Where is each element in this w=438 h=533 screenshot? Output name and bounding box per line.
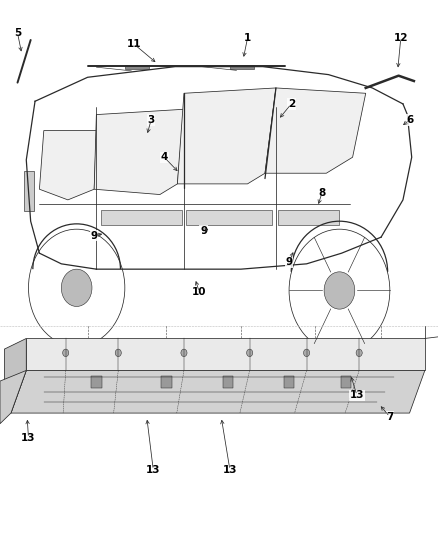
Text: 3: 3 (148, 115, 155, 125)
FancyBboxPatch shape (223, 376, 233, 388)
Text: 13: 13 (223, 465, 237, 475)
Text: 13: 13 (350, 391, 364, 400)
Text: 2: 2 (288, 99, 295, 109)
Circle shape (181, 349, 187, 357)
Polygon shape (11, 370, 425, 413)
FancyBboxPatch shape (101, 210, 182, 225)
Text: 11: 11 (126, 39, 141, 49)
Polygon shape (265, 88, 366, 173)
Text: 12: 12 (393, 34, 408, 43)
Circle shape (115, 349, 121, 357)
Polygon shape (26, 338, 425, 370)
Text: 13: 13 (146, 465, 161, 475)
Polygon shape (94, 109, 184, 195)
Circle shape (247, 349, 253, 357)
Circle shape (324, 272, 355, 309)
Polygon shape (39, 131, 96, 200)
Polygon shape (0, 370, 26, 424)
FancyBboxPatch shape (24, 171, 34, 211)
Text: 8: 8 (318, 188, 325, 198)
Text: 10: 10 (192, 287, 207, 297)
Text: 6: 6 (406, 115, 413, 125)
FancyBboxPatch shape (161, 376, 172, 388)
Circle shape (63, 349, 69, 357)
Circle shape (356, 349, 362, 357)
Text: 9: 9 (200, 226, 207, 236)
Circle shape (304, 349, 310, 357)
FancyBboxPatch shape (125, 65, 149, 69)
Text: 9: 9 (286, 257, 293, 267)
Text: 13: 13 (21, 433, 36, 443)
Text: 1: 1 (244, 34, 251, 43)
FancyBboxPatch shape (341, 376, 351, 388)
FancyBboxPatch shape (91, 376, 102, 388)
FancyBboxPatch shape (186, 210, 272, 225)
Polygon shape (177, 88, 276, 184)
Text: 5: 5 (14, 28, 21, 38)
Text: 4: 4 (161, 152, 168, 162)
Polygon shape (4, 338, 26, 413)
FancyBboxPatch shape (230, 65, 254, 69)
Text: 7: 7 (386, 412, 393, 422)
Circle shape (61, 269, 92, 306)
FancyBboxPatch shape (278, 210, 339, 225)
Text: 9: 9 (91, 231, 98, 240)
FancyBboxPatch shape (284, 376, 294, 388)
